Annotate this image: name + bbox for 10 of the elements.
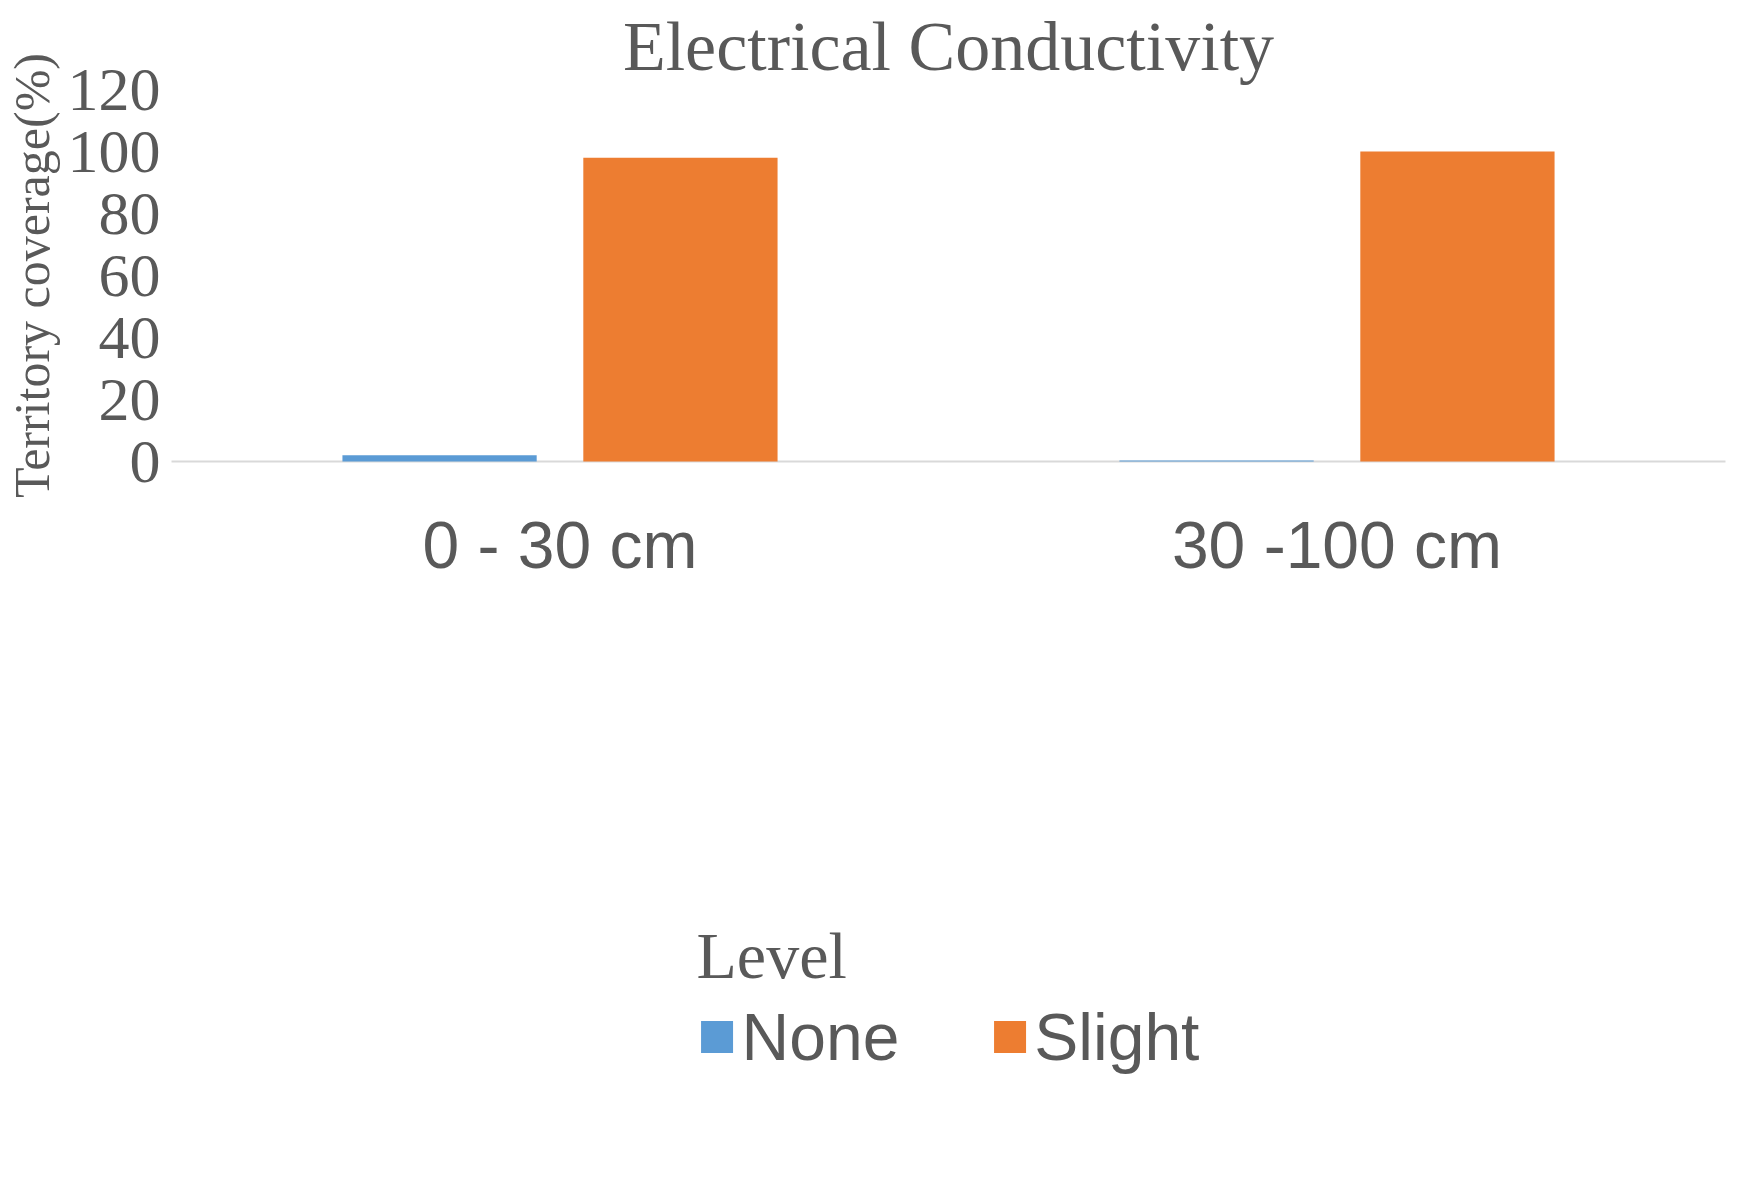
x-tick-label: 30 -100 cm	[1171, 507, 1503, 582]
bar	[583, 157, 778, 462]
legend-title: Level	[696, 917, 848, 993]
x-tick-label: 0 - 30 cm	[422, 507, 698, 582]
y-axis-title: Territory coverage(%)	[3, 53, 60, 498]
bar	[1360, 151, 1555, 462]
legend-label: Slight	[1034, 998, 1200, 1074]
chart-title: Electrical Conductivity	[622, 7, 1275, 85]
legend-label: None	[741, 998, 900, 1074]
bar	[342, 455, 537, 462]
